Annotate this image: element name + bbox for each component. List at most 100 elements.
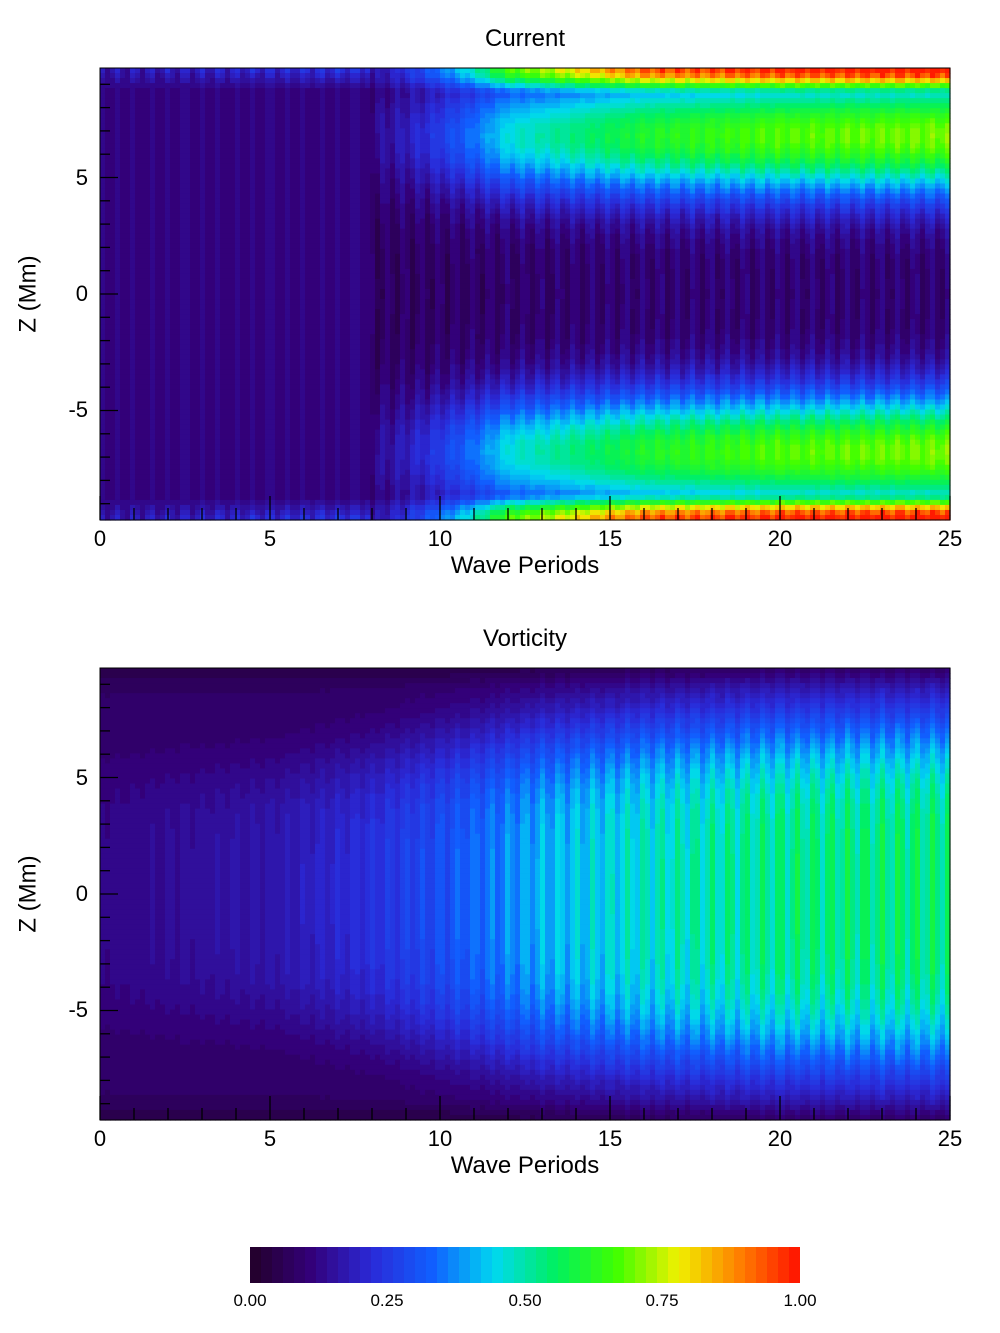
- heatmap-cell: [265, 419, 271, 426]
- heatmap-cell: [110, 133, 116, 139]
- heatmap-cell: [195, 213, 201, 220]
- heatmap-cell: [200, 123, 206, 129]
- heatmap-cell: [285, 434, 291, 441]
- heatmap-cell: [205, 354, 211, 360]
- heatmap-cell: [345, 484, 351, 491]
- heatmap-cell: [370, 444, 376, 451]
- heatmap-cell: [100, 228, 106, 235]
- heatmap-cell: [265, 384, 271, 391]
- heatmap-cell: [110, 329, 116, 335]
- heatmap-cell: [315, 324, 321, 330]
- heatmap-cell: [125, 228, 131, 235]
- heatmap-cell: [210, 188, 216, 195]
- heatmap-cell: [160, 208, 166, 215]
- heatmap-cell: [295, 278, 301, 285]
- heatmap-cell: [115, 349, 121, 355]
- heatmap-cell: [120, 464, 126, 471]
- heatmap-cell: [185, 243, 191, 250]
- heatmap-cell: [300, 118, 306, 124]
- heatmap-cell: [150, 389, 156, 396]
- heatmap-cell: [280, 294, 286, 300]
- heatmap-cell: [155, 113, 161, 119]
- heatmap-cell: [265, 444, 271, 451]
- heatmap-cell: [280, 484, 286, 491]
- heatmap-cell: [185, 158, 191, 165]
- heatmap-cell: [190, 198, 196, 205]
- heatmap-cell: [165, 349, 171, 355]
- heatmap-cell: [220, 344, 226, 350]
- heatmap-cell: [220, 288, 226, 295]
- heatmap-cell: [170, 113, 176, 119]
- heatmap-cell: [275, 434, 281, 441]
- heatmap-cell: [270, 499, 276, 506]
- heatmap-cell: [185, 208, 191, 215]
- heatmap-cell: [210, 278, 216, 285]
- heatmap-cell: [110, 273, 116, 280]
- heatmap-cell: [205, 173, 211, 180]
- heatmap-cell: [165, 253, 171, 260]
- heatmap-cell: [175, 168, 181, 175]
- heatmap-cell: [170, 198, 176, 205]
- heatmap-cell: [150, 68, 156, 74]
- heatmap-cell: [195, 78, 201, 84]
- heatmap-cell: [365, 253, 371, 260]
- heatmap-cell: [240, 389, 246, 396]
- heatmap-cell: [265, 349, 271, 355]
- heatmap-cell: [370, 88, 376, 94]
- heatmap-cell: [360, 389, 366, 396]
- heatmap-cell: [225, 429, 231, 436]
- heatmap-cell: [255, 268, 261, 275]
- heatmap-cell: [135, 273, 141, 280]
- heatmap-cell: [315, 248, 321, 255]
- heatmap-cell: [160, 379, 166, 385]
- heatmap-cell: [365, 93, 371, 99]
- heatmap-cell: [155, 188, 161, 195]
- heatmap-cell: [150, 354, 156, 360]
- heatmap-cell: [300, 444, 306, 451]
- heatmap-cell: [270, 344, 276, 350]
- heatmap-cell: [265, 339, 271, 345]
- heatmap-cell: [115, 294, 121, 300]
- heatmap-cell: [310, 93, 316, 99]
- heatmap-cell: [115, 514, 121, 521]
- heatmap-cell: [105, 504, 111, 511]
- heatmap-cell: [210, 434, 216, 441]
- heatmap-cell: [185, 494, 191, 501]
- heatmap-cell: [245, 349, 251, 355]
- heatmap-cell: [180, 374, 186, 380]
- heatmap-cell: [310, 409, 316, 416]
- heatmap-cell: [255, 283, 261, 290]
- heatmap-cell: [160, 459, 166, 466]
- heatmap-cell: [285, 283, 291, 290]
- heatmap-cell: [230, 168, 236, 175]
- heatmap-cell: [365, 228, 371, 235]
- heatmap-cell: [170, 133, 176, 139]
- heatmap-cell: [135, 319, 141, 325]
- heatmap-cell: [205, 193, 211, 200]
- heatmap-cell: [285, 113, 291, 119]
- heatmap-cell: [345, 339, 351, 345]
- heatmap-cell: [350, 88, 356, 94]
- heatmap-cell: [275, 163, 281, 170]
- heatmap-cell: [105, 474, 111, 481]
- heatmap-cell: [325, 424, 331, 431]
- heatmap-cell: [365, 163, 371, 170]
- heatmap-cell: [250, 113, 256, 119]
- heatmap-cell: [145, 459, 151, 466]
- heatmap-cell: [255, 123, 261, 129]
- heatmap-cell: [295, 434, 301, 441]
- heatmap-cell: [295, 93, 301, 99]
- heatmap-cell: [185, 464, 191, 471]
- heatmap-cell: [315, 479, 321, 486]
- heatmap-cell: [240, 459, 246, 466]
- heatmap-cell: [190, 354, 196, 360]
- heatmap-cell: [310, 514, 316, 521]
- heatmap-cell: [120, 268, 126, 275]
- heatmap-cell: [210, 464, 216, 471]
- heatmap-cell: [310, 188, 316, 195]
- heatmap-cell: [195, 198, 201, 205]
- heatmap-cell: [315, 399, 321, 406]
- heatmap-cell: [345, 283, 351, 290]
- heatmap-cell: [295, 148, 301, 154]
- heatmap-cell: [105, 213, 111, 220]
